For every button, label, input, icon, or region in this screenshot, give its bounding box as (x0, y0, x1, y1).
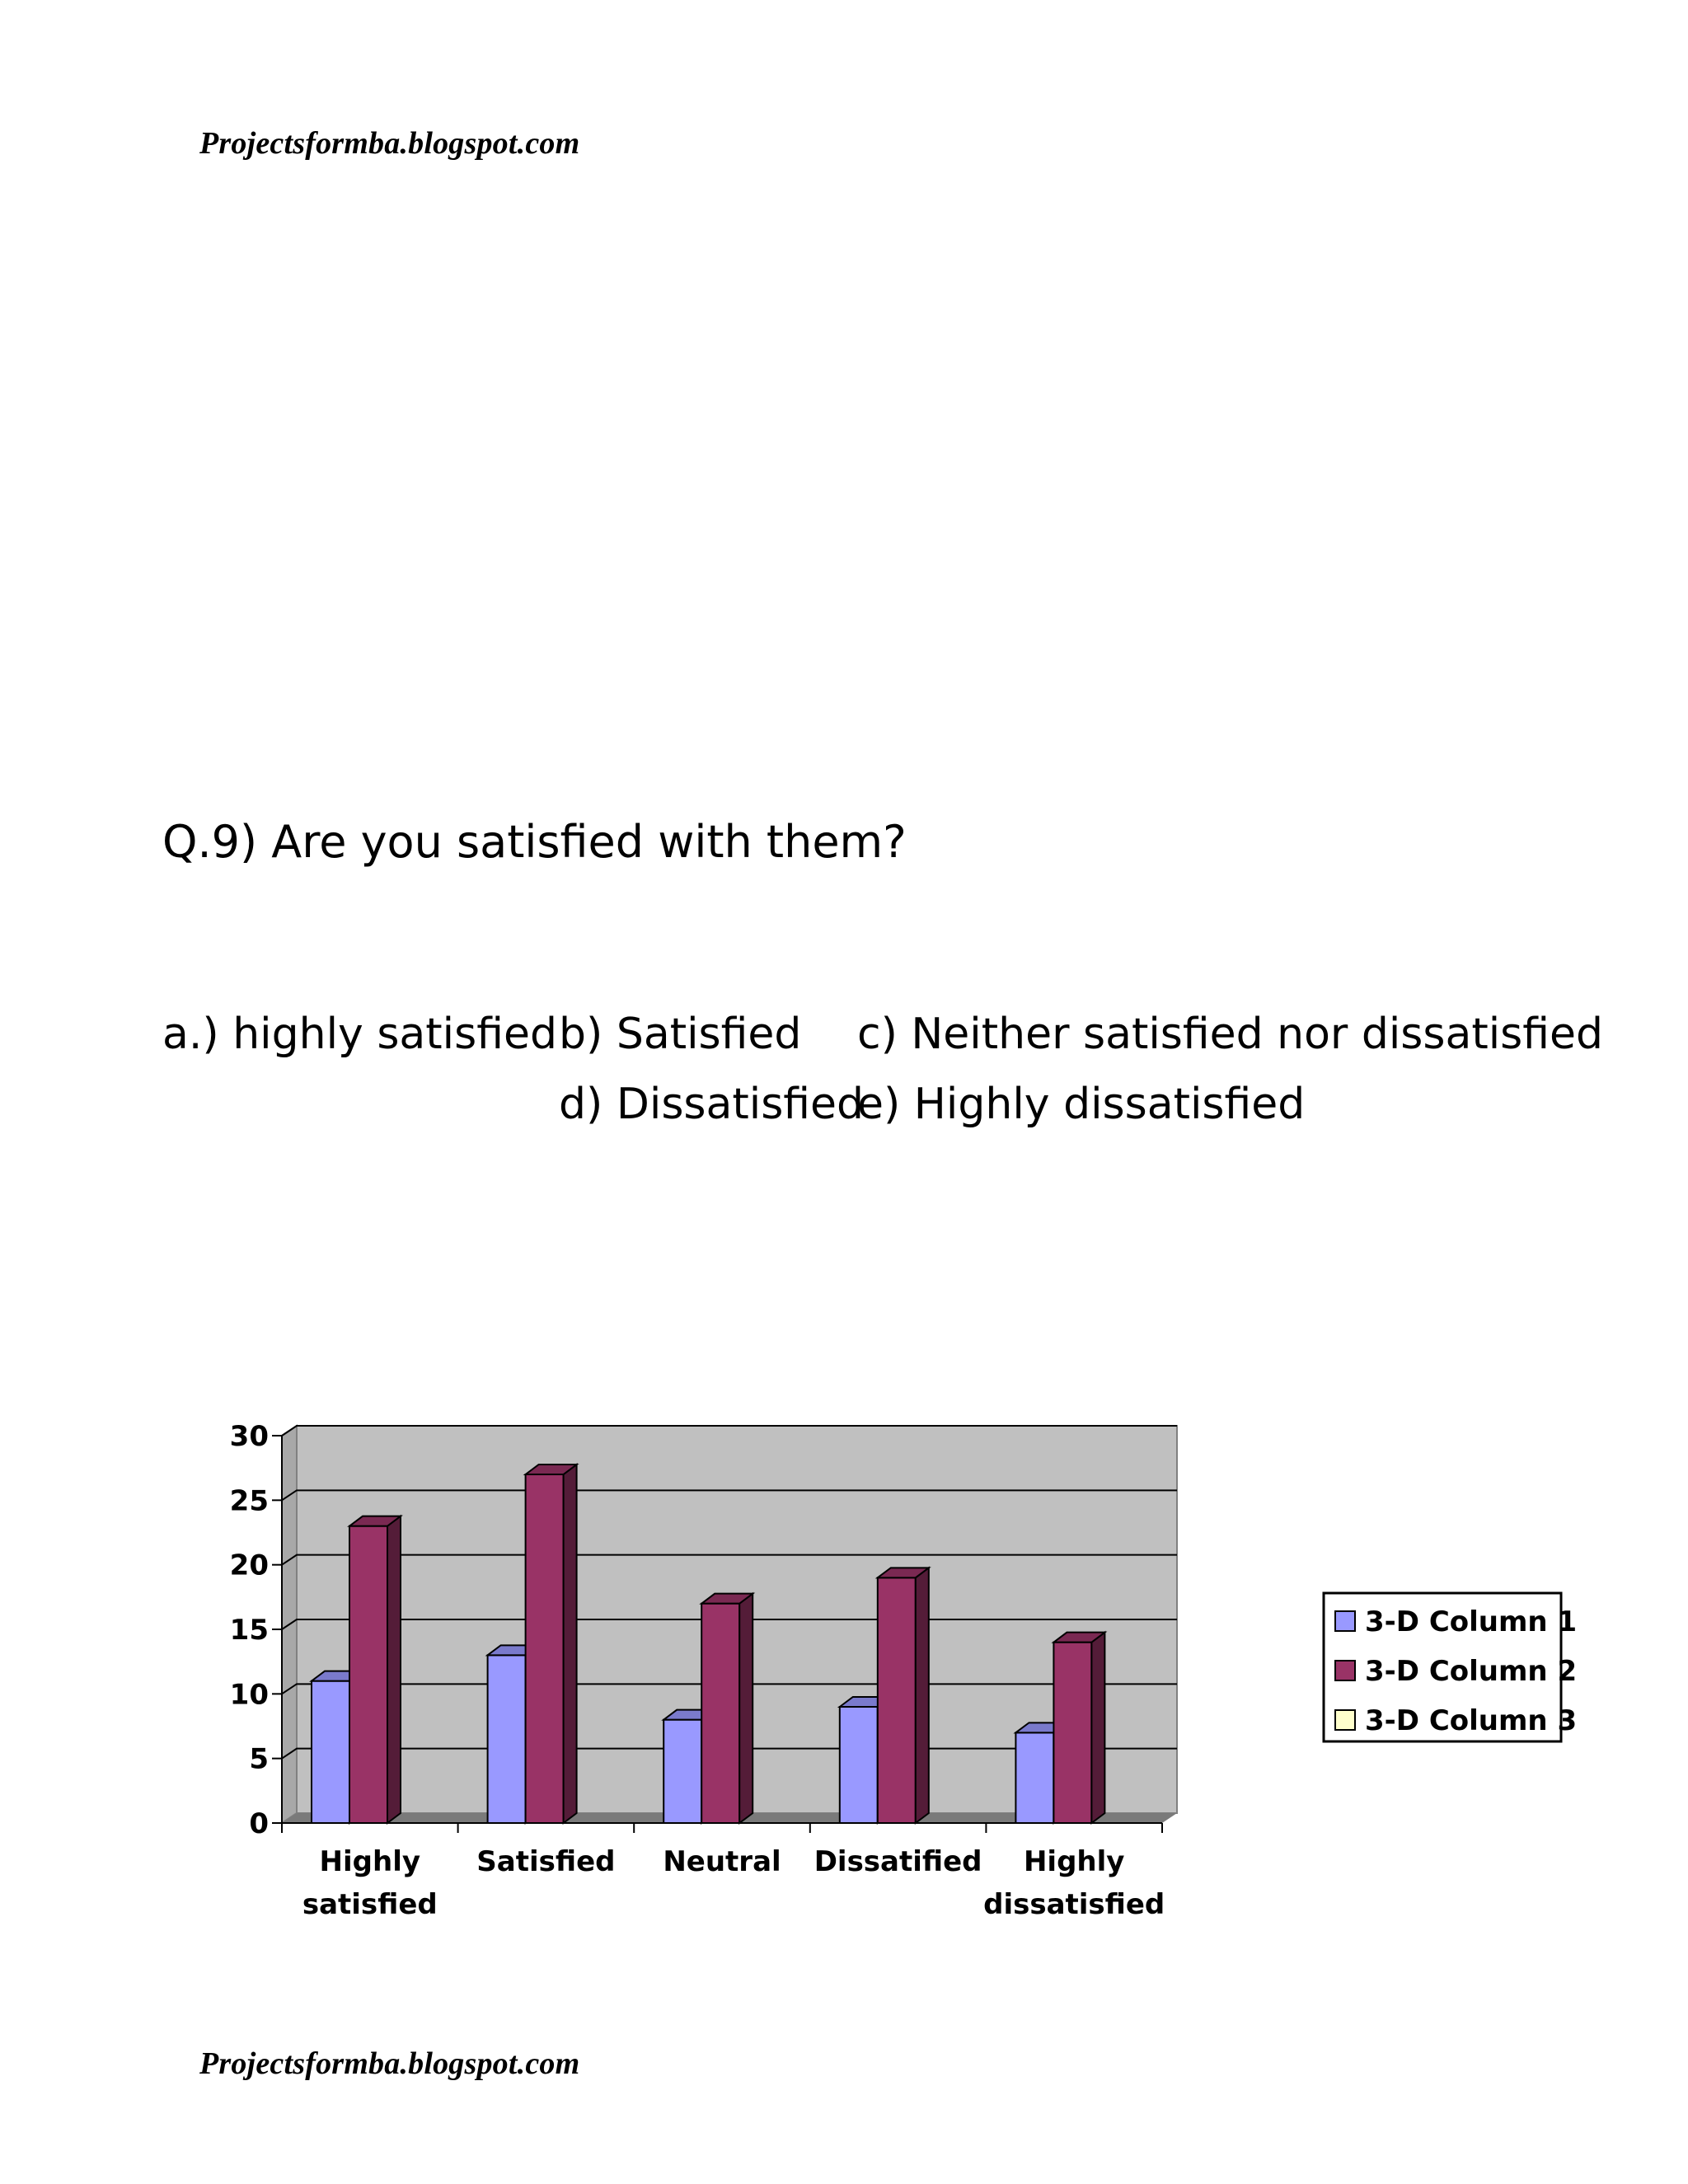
x-category-label: Highly (1024, 1845, 1124, 1878)
bar-side (738, 1591, 754, 1825)
bar-top (523, 1464, 579, 1475)
question-title: Q.9) Are you satisfied with them? (162, 816, 907, 868)
option-c: c) Neither satisfied nor dissatisfied (857, 1010, 1604, 1059)
option-e: e) Highly dissatisfied (857, 1080, 1306, 1129)
page-footer: Projectsformba.blogspot.com (199, 2046, 580, 2081)
bar-top (1051, 1631, 1108, 1643)
y-tick-label: 5 (249, 1743, 269, 1776)
y-tick-label: 0 (249, 1807, 269, 1840)
bar (486, 1654, 527, 1825)
legend-label: 3-D Column 2 (1365, 1655, 1577, 1688)
x-category-label: Highly (320, 1845, 420, 1878)
legend-swatch (1334, 1610, 1356, 1632)
y-tick-label: 25 (230, 1484, 269, 1517)
bar (349, 1525, 388, 1824)
bar-side (562, 1463, 578, 1825)
x-category-label: Neutral (663, 1845, 781, 1878)
gridline (281, 1554, 1177, 1566)
legend-swatch (1334, 1660, 1356, 1681)
bar (311, 1680, 350, 1824)
x-category-label: Dissatified (814, 1845, 982, 1878)
bar-top (699, 1592, 756, 1605)
bar (1015, 1732, 1055, 1824)
x-category-label: dissatisfied (983, 1888, 1165, 1921)
bar (663, 1718, 703, 1825)
gridline (281, 1489, 1177, 1502)
y-tick-label: 20 (230, 1549, 269, 1582)
x-category-label: Satisfied (476, 1845, 615, 1878)
option-b: b) Satisfied (559, 1010, 802, 1059)
y-tick-label: 30 (230, 1420, 269, 1453)
bar (876, 1577, 917, 1825)
bar-top (874, 1567, 931, 1579)
y-tick-label: 10 (230, 1678, 269, 1711)
bar-side (387, 1514, 401, 1825)
bar-side (914, 1566, 930, 1825)
bar (524, 1474, 565, 1824)
legend-box (1322, 1591, 1563, 1743)
page-header: Projectsformba.blogspot.com (199, 126, 580, 161)
legend-label: 3-D Column 3 (1365, 1704, 1577, 1737)
bar-top (347, 1515, 403, 1527)
option-d: d) Dissatisfied (559, 1080, 865, 1129)
legend-label: 3-D Column 1 (1365, 1605, 1577, 1638)
bar-side (1090, 1630, 1106, 1825)
bar (838, 1706, 879, 1824)
y-tick-label: 15 (230, 1614, 269, 1647)
gridline (281, 1425, 1177, 1436)
bar (701, 1602, 741, 1824)
option-a: a.) highly satisfied (162, 1010, 557, 1059)
legend-swatch (1334, 1709, 1356, 1731)
x-category-label: satisfied (302, 1888, 438, 1921)
bar (1053, 1641, 1093, 1824)
